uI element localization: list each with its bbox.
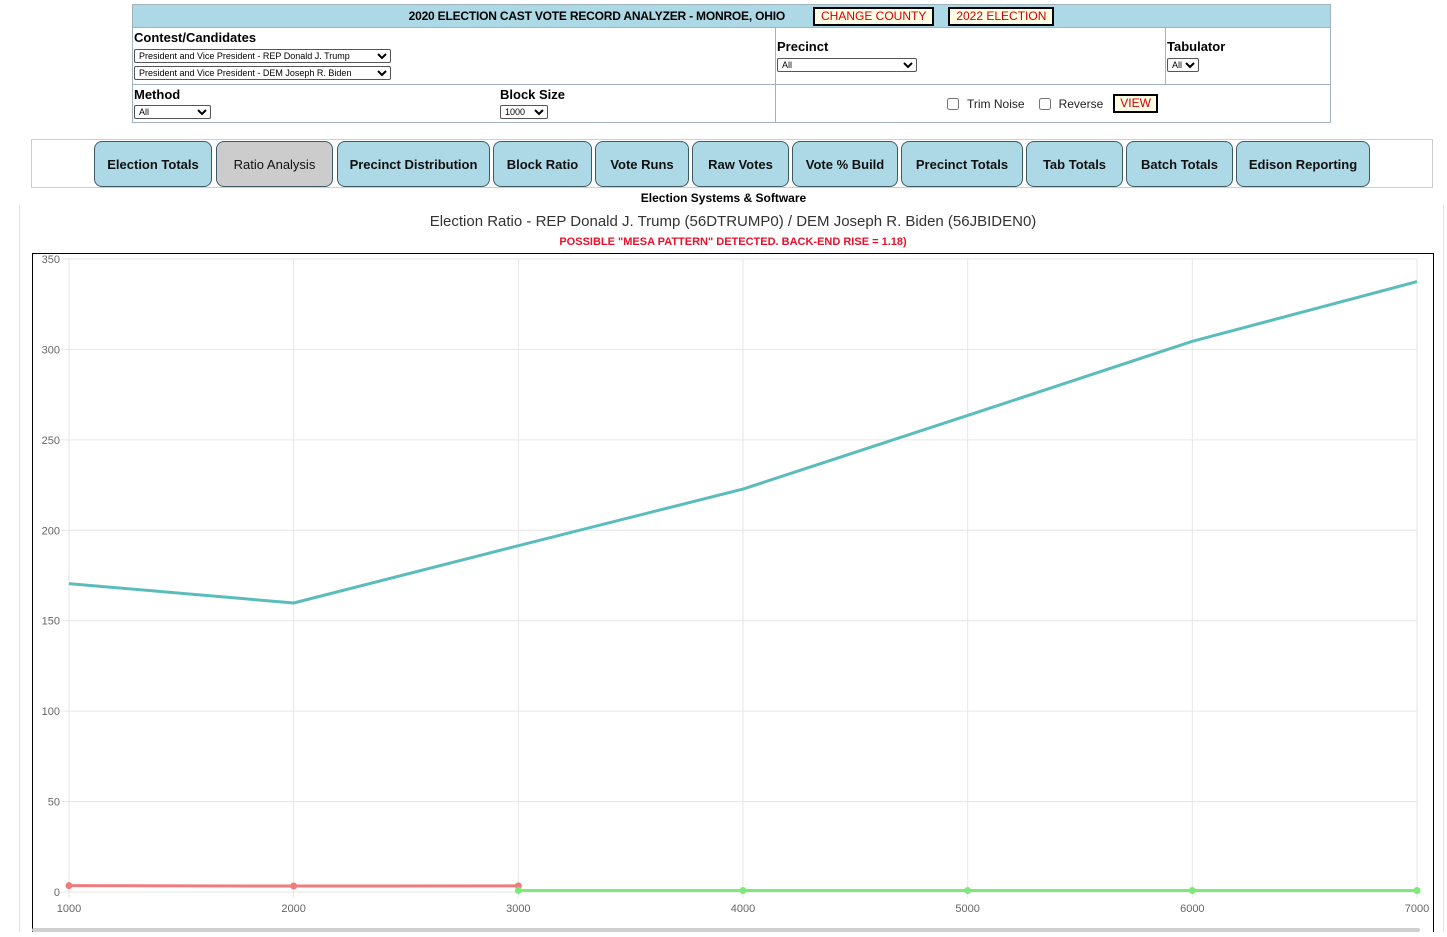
method-label: Method: [134, 87, 211, 102]
y-tick-label: 250: [42, 435, 60, 447]
x-tick-label: 2000: [281, 903, 305, 915]
divider: [1165, 28, 1166, 85]
tab-batch-totals[interactable]: Batch Totals: [1126, 141, 1233, 187]
tab-election-totals[interactable]: Election Totals: [94, 141, 212, 187]
view-button[interactable]: VIEW: [1113, 94, 1158, 113]
x-tick-label: 3000: [506, 903, 530, 915]
divider: [1443, 205, 1444, 932]
data-point-2: [1189, 888, 1195, 894]
ratio-chart: 0 50 100 150 200 250 300 350 1000 2000 3000 4000 500…: [33, 254, 1433, 932]
x-tick-label: 1000: [57, 903, 81, 915]
y-tick-label: 100: [42, 706, 60, 718]
data-point-1: [291, 883, 297, 889]
method-select[interactable]: All: [134, 105, 211, 119]
x-tick-label: 7000: [1405, 903, 1429, 915]
analyzer-header-panel: 2020 ELECTION CAST VOTE RECORD ANALYZER …: [132, 4, 1331, 123]
data-point-2: [1414, 888, 1420, 894]
candidate2-select[interactable]: President and Vice President - DEM Josep…: [134, 66, 391, 80]
y-tick-label: 150: [42, 616, 60, 628]
block-size-label: Block Size: [500, 87, 565, 102]
chart-frame: 0 50 100 150 200 250 300 350 1000 2000 3000 4000 500…: [32, 253, 1434, 932]
tab-vote-pct-build[interactable]: Vote % Build: [792, 141, 898, 187]
header-title-row: 2020 ELECTION CAST VOTE RECORD ANALYZER …: [133, 5, 1330, 28]
mesa-pattern-warning: POSSIBLE "MESA PATTERN" DETECTED. BACK-E…: [0, 236, 1447, 248]
trim-noise-label: Trim Noise: [967, 97, 1025, 111]
horizontal-scrollbar[interactable]: [32, 928, 1420, 932]
precinct-cell: Precinct All: [777, 39, 917, 72]
election-2022-button[interactable]: 2022 ELECTION: [948, 7, 1054, 26]
data-point-1: [66, 883, 72, 889]
x-tick-label: 4000: [731, 903, 755, 915]
divider: [775, 28, 776, 122]
chart-title: Election Ratio - REP Donald J. Trump (56…: [0, 213, 1447, 230]
method-cell: Method All: [134, 87, 211, 119]
tab-block-ratio[interactable]: Block Ratio: [493, 141, 592, 187]
reverse-checkbox[interactable]: [1039, 98, 1051, 110]
tabulator-select[interactable]: All: [1167, 58, 1199, 72]
y-tick-label: 200: [42, 525, 60, 537]
precinct-select[interactable]: All: [777, 58, 917, 72]
divider: [19, 205, 20, 932]
data-point-2: [740, 888, 746, 894]
tab-raw-votes[interactable]: Raw Votes: [692, 141, 789, 187]
tabulator-label: Tabulator: [1167, 39, 1225, 54]
vendor-label: Election Systems & Software: [0, 191, 1447, 205]
y-tick-label: 50: [48, 797, 60, 809]
app-title: 2020 ELECTION CAST VOTE RECORD ANALYZER …: [409, 9, 785, 23]
precinct-label: Precinct: [777, 39, 917, 54]
trim-noise-option[interactable]: Trim Noise: [947, 97, 1025, 111]
contest-cell: Contest/Candidates President and Vice Pr…: [134, 30, 391, 80]
tab-tab-totals[interactable]: Tab Totals: [1026, 141, 1123, 187]
tab-precinct-totals[interactable]: Precinct Totals: [901, 141, 1023, 187]
tab-vote-runs[interactable]: Vote Runs: [595, 141, 689, 187]
divider: [133, 84, 1330, 85]
analysis-tabs: Election Totals Ratio Analysis Precinct …: [31, 139, 1433, 188]
data-point-2: [515, 888, 521, 894]
options-cell: Trim Noise Reverse VIEW: [947, 94, 1158, 113]
change-county-button[interactable]: CHANGE COUNTY: [813, 7, 934, 26]
y-tick-label: 350: [42, 254, 60, 266]
x-tick-label: 6000: [1180, 903, 1204, 915]
y-tick-label: 0: [54, 887, 60, 899]
block-size-select[interactable]: 1000: [500, 105, 548, 119]
data-point-2: [965, 888, 971, 894]
reverse-option[interactable]: Reverse: [1039, 97, 1104, 111]
x-tick-label: 5000: [955, 903, 979, 915]
tab-precinct-distribution[interactable]: Precinct Distribution: [337, 141, 490, 187]
y-tick-label: 300: [42, 344, 60, 356]
block-size-cell: Block Size 1000: [500, 87, 565, 119]
candidate1-select[interactable]: President and Vice President - REP Donal…: [134, 49, 391, 63]
tab-edison-reporting[interactable]: Edison Reporting: [1236, 141, 1370, 187]
trim-noise-checkbox[interactable]: [947, 98, 959, 110]
contest-label: Contest/Candidates: [134, 30, 391, 45]
tab-ratio-analysis[interactable]: Ratio Analysis: [216, 141, 333, 187]
tabulator-cell: Tabulator All: [1167, 39, 1225, 72]
reverse-label: Reverse: [1059, 97, 1104, 111]
